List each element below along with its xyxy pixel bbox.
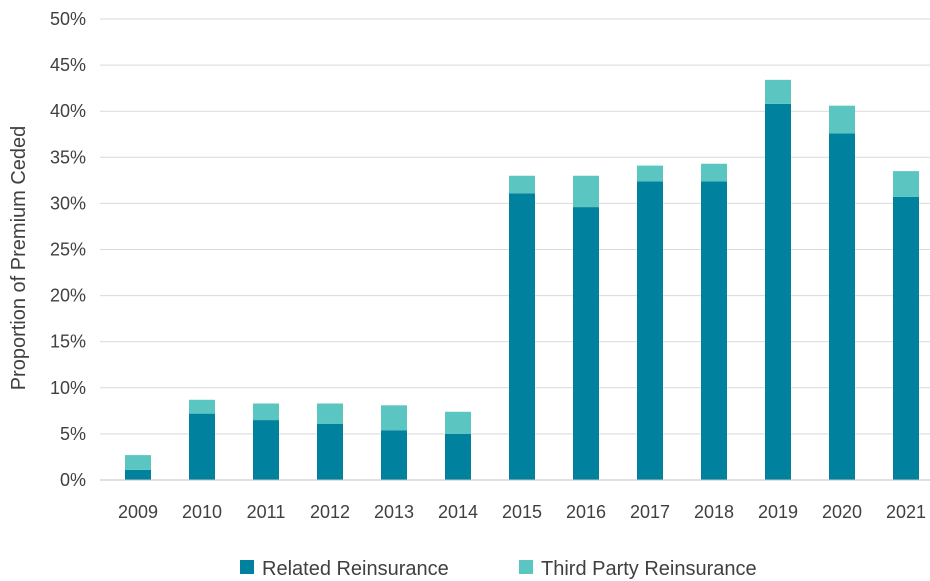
- x-tick-label: 2009: [118, 502, 158, 522]
- y-tick-label: 40%: [50, 101, 86, 121]
- x-axis-tick-labels: 2009 2010 2011 2012 2013 2014 2015 2016 2017 2018…: [118, 502, 926, 522]
- bar-third-party-2015: [509, 175, 535, 194]
- legend-swatch: [240, 560, 254, 574]
- y-axis-tick-labels: 0% 5% 10% 15% 20% 25% 30% 35% 40% 45% 50%: [50, 9, 86, 490]
- x-tick-label: 2010: [182, 502, 222, 522]
- x-tick-label: 2017: [630, 502, 670, 522]
- x-tick-label: 2021: [886, 502, 926, 522]
- legend: Related Reinsurance Third Party Reinsuran…: [240, 558, 757, 580]
- x-tick-label: 2014: [438, 502, 478, 522]
- y-tick-label: 20%: [50, 286, 86, 306]
- y-tick-label: 45%: [50, 55, 86, 75]
- y-tick-label: 25%: [50, 240, 86, 260]
- bar-third-party-2012: [317, 403, 343, 424]
- bar-third-party-2018: [701, 163, 727, 182]
- y-tick-label: 5%: [60, 424, 86, 444]
- x-tick-label: 2013: [374, 502, 414, 522]
- x-tick-label: 2012: [310, 502, 350, 522]
- bar-related-2016: [573, 207, 599, 480]
- x-tick-label: 2015: [502, 502, 542, 522]
- bar-third-party-2013: [381, 405, 407, 431]
- bar-related-2018: [701, 181, 727, 480]
- bar-related-2010: [189, 413, 215, 480]
- bar-third-party-2011: [253, 403, 279, 421]
- legend-swatch: [519, 560, 533, 574]
- legend-label: Third Party Reinsurance: [541, 558, 757, 580]
- bar-related-2014: [445, 433, 471, 480]
- bar-related-2019: [765, 103, 791, 480]
- bar-third-party-2020: [829, 105, 855, 134]
- bar-related-2017: [637, 181, 663, 480]
- bar-related-2012: [317, 423, 343, 480]
- bar-related-2015: [509, 193, 535, 480]
- legend-label: Related Reinsurance: [262, 558, 449, 580]
- bar-third-party-2014: [445, 411, 471, 434]
- y-tick-label: 10%: [50, 378, 86, 398]
- x-tick-label: 2018: [694, 502, 734, 522]
- bar-related-2009: [125, 469, 151, 480]
- y-tick-label: 30%: [50, 193, 86, 213]
- bar-third-party-2010: [189, 399, 215, 414]
- bar-related-2020: [829, 133, 855, 480]
- bar-third-party-2019: [765, 79, 791, 104]
- y-tick-label: 50%: [50, 9, 86, 29]
- y-axis-title: Proportion of Premium Ceded: [8, 126, 30, 391]
- x-tick-label: 2011: [247, 502, 286, 522]
- bars: [125, 79, 919, 481]
- y-tick-label: 0%: [60, 470, 86, 490]
- bar-third-party-2016: [573, 175, 599, 208]
- y-tick-label: 35%: [50, 147, 86, 167]
- bar-third-party-2009: [125, 455, 151, 470]
- bar-third-party-2021: [893, 171, 919, 197]
- bar-related-2011: [253, 420, 279, 480]
- bar-related-2021: [893, 196, 919, 481]
- x-tick-label: 2020: [822, 502, 862, 522]
- x-tick-label: 2016: [566, 502, 606, 522]
- x-tick-label: 2019: [758, 502, 798, 522]
- bar-related-2013: [381, 430, 407, 480]
- y-tick-label: 15%: [50, 332, 86, 352]
- bar-third-party-2017: [637, 165, 663, 182]
